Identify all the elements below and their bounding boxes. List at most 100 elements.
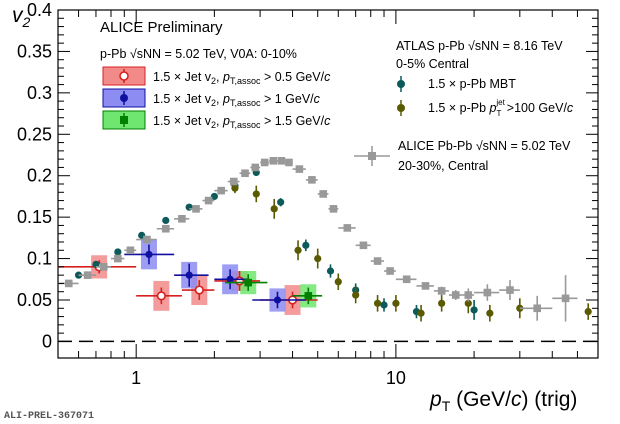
data-point [204,196,213,205]
data-point [334,278,342,286]
data-point [386,267,394,275]
x-tick-label: 1 [131,368,141,388]
legend-label-blue: 1.5 × Jet v2, pT,assoc > 1 GeV/c [153,92,321,108]
data-point [417,309,425,317]
data-point [421,282,430,290]
data-point [185,203,193,211]
footer-label: ALI-PREL-367071 [4,411,94,422]
data-point [277,157,286,165]
data-point [252,190,260,198]
data-point [584,308,592,316]
data-point [217,186,226,195]
data-point [231,184,239,192]
pbpb-label-line2: 20-30%, Central [398,159,488,173]
y-tick-label: 0.15 [17,207,52,227]
data-point [234,276,245,286]
legend-label-red: 1.5 × Jet v2, pT,assoc > 0.5 GeV/c [153,70,331,86]
data-point [329,205,338,213]
data-point [273,296,282,304]
legend-label-mbt: 1.5 × p-Pb MBT [428,77,516,91]
x-tick-label: 10 [386,368,406,388]
data-point [464,299,472,307]
data-point [185,271,193,279]
data-point [260,158,269,167]
chart-title: ALICE Preliminary [100,19,223,36]
data-point [210,192,218,201]
data-point [64,279,73,288]
data-point [352,291,360,299]
data-point [437,287,446,295]
y-tick-label: 0.05 [17,290,52,310]
data-point [326,267,335,275]
data-point [229,177,238,186]
data-point [486,309,494,317]
data-point [126,246,135,255]
data-point [343,224,352,232]
data-point [402,275,411,284]
data-point [373,257,382,265]
legend-marker-mbt [397,80,405,88]
legend-marker-jet100 [397,104,405,112]
data-point [359,241,368,250]
legend-marker-filled-square [120,116,128,124]
data-point [308,176,316,184]
y-tick-label: 0 [42,331,52,351]
data-point [114,248,122,256]
y-tick-label: 0.3 [27,83,52,103]
data-point [295,165,304,173]
data-point [470,306,478,314]
data-point [270,205,278,213]
y-tick-label: 0.1 [27,249,52,269]
legend-label-jet100: 1.5 × p-Pb pTjet >100 GeV/c [428,98,574,118]
data-point [304,292,313,300]
y-tick-label: 0.25 [17,124,52,144]
data-point [294,246,302,254]
x-axis-title: pT (GeV/c) (trig) [429,388,577,414]
data-point [269,157,278,165]
legend-label-green: 1.5 × Jet v2, pT,assoc > 1.5 GeV/c [153,114,331,130]
data-point [277,198,285,206]
data-point [285,158,293,167]
data-point [380,301,388,309]
data-point [99,263,108,271]
data-point [438,299,446,307]
legend-atlas: ATLAS p-Pb √sNN = 8.16 TeV 0-5% Central … [396,39,574,118]
data-point [143,235,151,244]
data-point [244,278,253,287]
legend-alice-pbpb: ALICE Pb-Pb √sNN = 5.02 TeV 20-30%, Cent… [354,139,571,173]
data-point [241,169,249,178]
data-point [161,224,170,233]
y-tick-label: 0.2 [27,166,52,186]
data-point [83,271,92,279]
y-tick-label: 0.35 [17,41,52,61]
data-point [226,275,234,283]
plot-frame [57,9,599,359]
data-point [114,254,122,263]
atlas-header-line1: ATLAS p-Pb √sNN = 8.16 TeV [396,39,563,53]
data-point [561,294,570,303]
legend-marker-open-circle [119,71,129,81]
data-point [314,254,322,263]
data-point [192,205,200,213]
data-point [464,291,473,299]
data-point [392,299,400,307]
pbpb-label-line1: ALICE Pb-Pb √sNN = 5.02 TeV [398,139,571,153]
data-point [251,163,260,172]
data-point [533,304,542,313]
y-axis-title: v2 [12,4,31,30]
atlas-header-line2: 0-5% Central [396,57,469,71]
legend-marker-filled-circle [120,94,128,102]
data-point [319,190,328,198]
data-point [178,215,186,223]
data-point [483,288,492,297]
data-point [373,299,382,307]
y-tick-label: 0.4 [27,0,52,20]
legend-alice-jet: 1.5 × Jet v2, pT,assoc > 0.5 GeV/c 1.5 ×… [102,66,331,130]
data-point [451,291,460,299]
data-point [162,216,170,225]
data-point [302,241,310,249]
data-point [194,285,204,295]
legend-marker-pbpb [368,152,376,160]
data-point [506,286,514,294]
